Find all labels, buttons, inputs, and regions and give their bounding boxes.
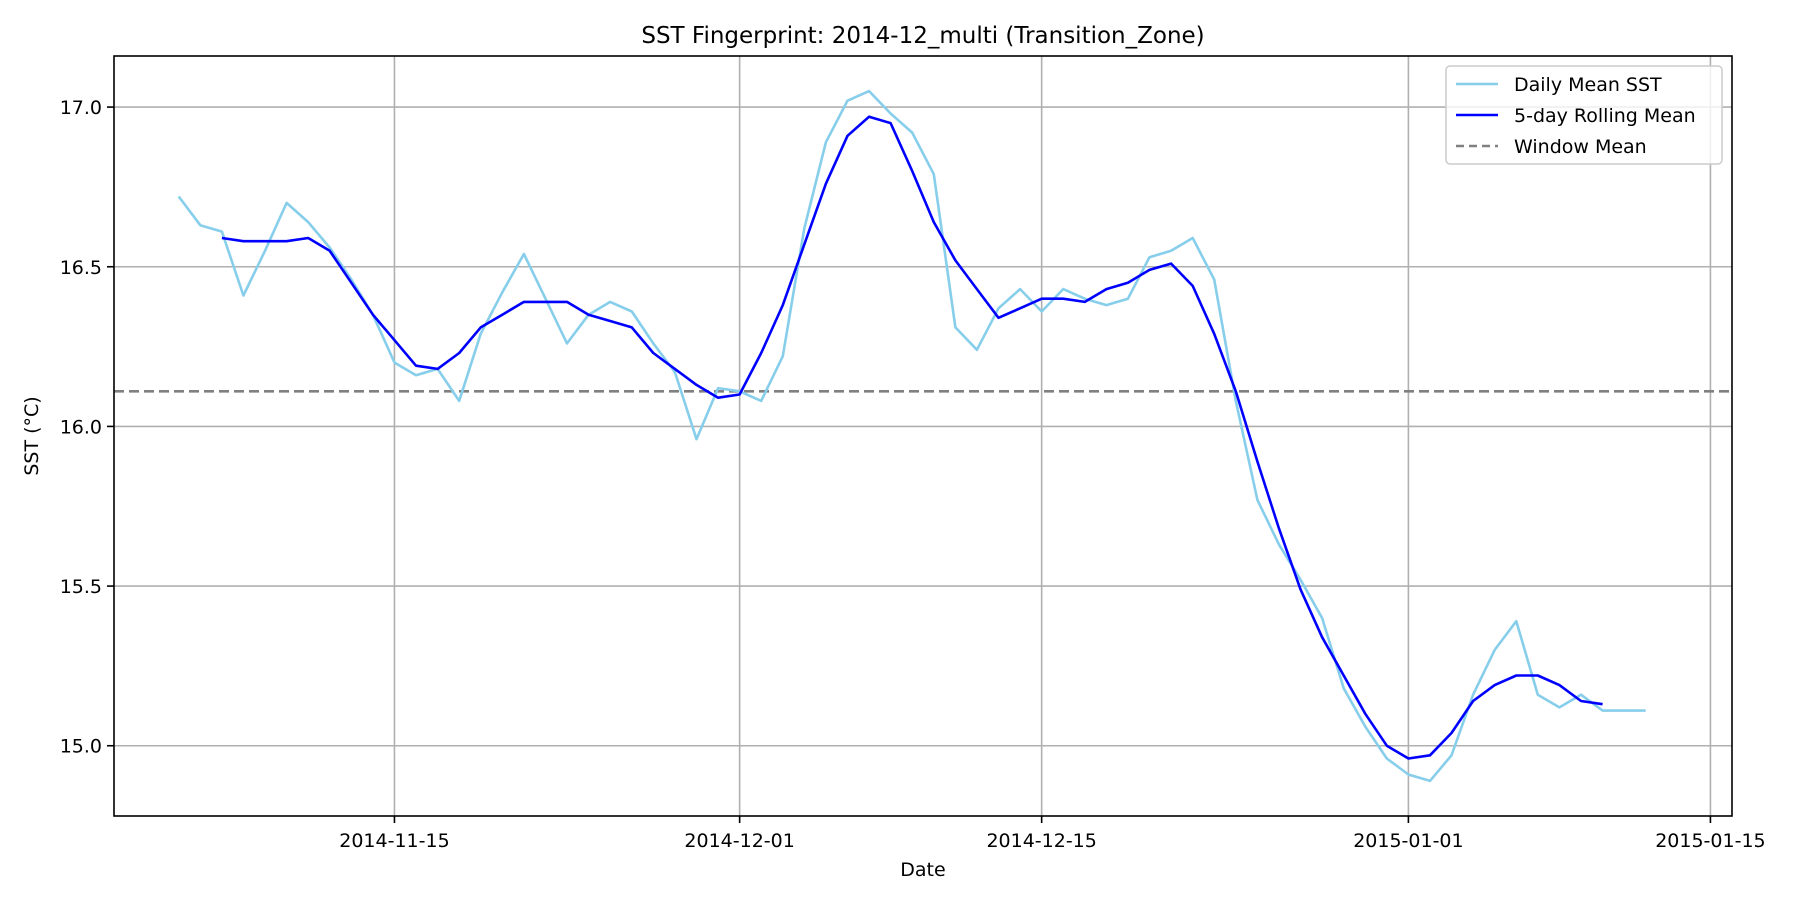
rolling-mean-line (221, 115, 1603, 760)
chart-title: SST Fingerprint: 2014-12_multi (Transiti… (641, 23, 1204, 49)
x-tick-label: 2015-01-15 (1655, 830, 1765, 852)
y-tick-label: 16.0 (60, 416, 102, 438)
x-tick-label: 2014-12-15 (986, 830, 1096, 852)
legend-label: 5-day Rolling Mean (1514, 105, 1696, 127)
daily-mean-sst-line (177, 89, 1646, 783)
legend-label: Window Mean (1514, 136, 1647, 158)
x-axis-label: Date (900, 859, 945, 881)
series-lines (177, 89, 1646, 783)
x-tick-label: 2014-12-01 (684, 830, 794, 852)
y-tick-label: 15.0 (60, 736, 102, 758)
grid (114, 56, 1732, 816)
legend: Daily Mean SST 5-day Rolling Mean Window M… (1445, 65, 1723, 165)
x-tick-label: 2015-01-01 (1353, 830, 1463, 852)
legend-box (1445, 65, 1723, 165)
x-axis-ticks: 2014-11-15 2014-12-01 2014-12-15 2015-01-01… (339, 816, 1766, 852)
y-axis-ticks: 15.0 15.5 16.0 16.5 17.0 (60, 97, 114, 758)
legend-label: Daily Mean SST (1514, 74, 1662, 96)
y-tick-label: 16.5 (60, 257, 102, 279)
y-axis-label: SST (°C) (21, 396, 43, 475)
plot-area-frame (113, 55, 1733, 817)
y-tick-label: 15.5 (60, 576, 102, 598)
x-tick-label: 2014-11-15 (339, 830, 449, 852)
y-tick-label: 17.0 (60, 97, 102, 119)
